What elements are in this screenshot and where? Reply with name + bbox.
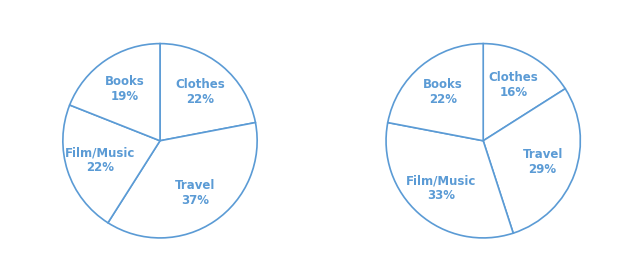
- Text: Film/Music
33%: Film/Music 33%: [406, 174, 477, 202]
- Wedge shape: [386, 123, 513, 238]
- Title: 2003: 2003: [133, 0, 187, 15]
- Wedge shape: [160, 44, 255, 141]
- Wedge shape: [388, 44, 483, 141]
- Text: Film/Music
22%: Film/Music 22%: [65, 146, 135, 174]
- Wedge shape: [483, 44, 565, 141]
- Text: Clothes
16%: Clothes 16%: [489, 71, 538, 99]
- Wedge shape: [483, 89, 580, 233]
- Title: 2013: 2013: [456, 0, 510, 15]
- Wedge shape: [70, 44, 160, 141]
- Text: Books
19%: Books 19%: [104, 75, 145, 102]
- Text: Clothes
22%: Clothes 22%: [175, 78, 225, 106]
- Text: Books
22%: Books 22%: [423, 78, 463, 106]
- Text: Travel
29%: Travel 29%: [522, 148, 563, 176]
- Wedge shape: [108, 123, 257, 238]
- Text: Travel
37%: Travel 37%: [175, 179, 216, 207]
- Wedge shape: [63, 105, 160, 223]
